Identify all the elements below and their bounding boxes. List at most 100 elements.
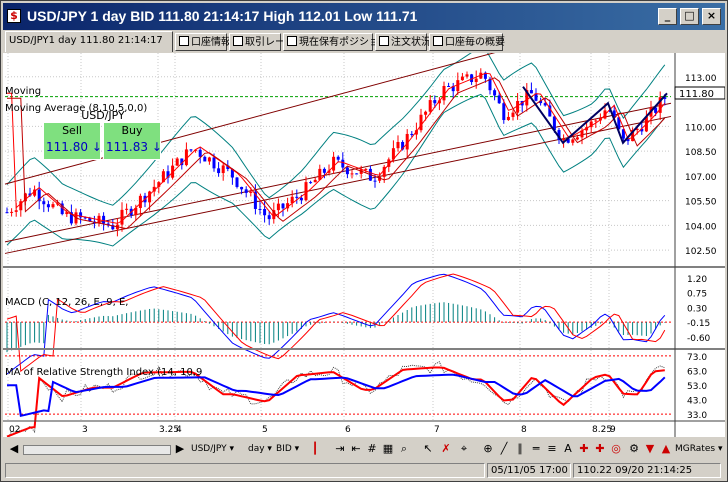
candle-body <box>295 196 299 198</box>
candle-body <box>180 158 184 166</box>
grid-icon[interactable]: # <box>367 442 377 455</box>
rsi-axis: 73.0 63.0 53.0 43.0 33.0 <box>687 353 707 421</box>
tab-chart[interactable]: USD/JPY1 day 111.80 21:14:17 <box>5 31 173 52</box>
scrollbar-track[interactable] <box>23 445 171 455</box>
tab-positions[interactable]: 現在保有ポジション <box>283 33 389 51</box>
candle-body <box>83 217 87 219</box>
macd-axis: 1.20 0.75 0.30 -0.15 -0.60 <box>687 275 711 344</box>
candle-body <box>424 111 428 115</box>
candle-body <box>37 189 41 202</box>
candle-body <box>640 128 644 132</box>
time-axis: 02 3 3.254 5 6 7 8 8.259 <box>9 425 616 435</box>
crosshair-icon[interactable]: ⌖ <box>460 442 468 455</box>
rsi-tick: 73.0 <box>687 353 707 363</box>
title-bar[interactable]: $ USD/JPY 1 day BID 111.80 21:14:17 High… <box>3 3 725 30</box>
tab-bar: USD/JPY1 day 111.80 21:14:17 口座情報 取引レート … <box>3 31 725 52</box>
settings-icon[interactable]: ⚙ <box>629 442 639 455</box>
candle-body <box>548 105 552 117</box>
candle-body <box>111 225 115 230</box>
broker-select[interactable]: MGRates ▾ <box>675 444 723 454</box>
alert-icon[interactable]: ▼ <box>645 442 655 455</box>
zoom-out-icon[interactable]: ⇥ <box>335 442 345 455</box>
sell-button[interactable]: Sell 111.80 ↓ <box>43 122 102 160</box>
candle-body <box>341 159 345 168</box>
chart-area[interactable]: 111.80 113.00 110.00 108.50 107.00 105.50 104… <box>3 28 726 441</box>
symbol-select[interactable]: USD/JPY ▾ <box>191 444 235 454</box>
current-price-label: 111.80 <box>679 89 714 100</box>
quote-panel: USD/JPY Sell 111.80 ↓ Buy 111.83 ↓ <box>43 109 163 161</box>
candle-body <box>65 212 69 215</box>
candle-body <box>148 191 152 203</box>
scroll-left-icon[interactable]: ◀ <box>9 442 19 455</box>
price-chart[interactable]: 111.80 113.00 110.00 108.50 107.00 105.50 104… <box>3 28 726 441</box>
candle-body <box>120 209 124 225</box>
channel-upper <box>4 28 584 185</box>
candle-body <box>428 100 432 112</box>
minimize-button[interactable]: _ <box>658 8 677 25</box>
price-tick: 104.00 <box>685 222 717 232</box>
candle-body <box>235 177 239 187</box>
hline-tool-icon[interactable]: ═ <box>532 442 540 455</box>
buy-button[interactable]: Buy 111.83 ↓ <box>103 122 162 160</box>
bollinger-lower <box>6 93 666 247</box>
buy-value: 111.83 <box>106 140 148 154</box>
quote-pair: USD/JPY <box>81 109 125 122</box>
candle-body <box>221 165 225 174</box>
candle-body <box>33 189 37 196</box>
candle-body <box>212 157 216 169</box>
price-tick: 105.50 <box>685 198 717 208</box>
candlestick-icon[interactable]: ┃ <box>311 442 319 455</box>
table-icon[interactable]: ▦ <box>382 442 394 455</box>
candle-body <box>304 182 308 201</box>
candle-body <box>138 195 142 208</box>
zoom-in-icon[interactable]: ⇤ <box>351 442 361 455</box>
candle-body <box>465 74 469 77</box>
text-tool-icon[interactable]: A <box>564 442 572 455</box>
price-type-select[interactable]: BID ▾ <box>276 444 300 454</box>
marker-icon[interactable]: ✚ <box>579 442 589 455</box>
rsi-raw-line <box>6 361 665 441</box>
candle-body <box>562 138 566 140</box>
tab-account-summary[interactable]: 口座毎の概要 <box>429 33 505 51</box>
candle-body <box>635 128 639 130</box>
candle-body <box>336 156 340 160</box>
zoom-icon[interactable]: ⊕ <box>483 442 493 455</box>
candle-body <box>488 78 492 91</box>
price-tick: 110.00 <box>685 123 717 133</box>
candle-body <box>594 120 598 122</box>
candle-body <box>240 186 244 190</box>
fib-tool-icon[interactable]: ≡ <box>547 442 557 455</box>
candle-body <box>405 133 409 150</box>
tab-rates[interactable]: 取引レート <box>229 33 295 51</box>
ma-label-1: Moving <box>5 86 41 97</box>
candle-body <box>194 149 198 151</box>
sell-price: 111.80 ↓ <box>46 140 102 154</box>
scroll-right-icon[interactable]: ▶ <box>175 442 185 455</box>
candle-body <box>350 173 354 175</box>
tab-label: 注文状況 <box>391 37 431 48</box>
close-button[interactable]: × <box>702 8 721 25</box>
tab-orders[interactable]: 注文状況 <box>375 33 431 51</box>
maximize-button[interactable]: □ <box>680 8 699 25</box>
buy-price: 111.83 ↓ <box>106 140 162 154</box>
line-tool-icon[interactable]: ╱ <box>500 442 508 455</box>
period-select[interactable]: day ▾ <box>248 444 272 454</box>
marker-2-icon[interactable]: ✚ <box>595 442 605 455</box>
candle-body <box>198 149 202 157</box>
tab-account-info[interactable]: 口座情報 <box>175 33 231 51</box>
candle-body <box>253 191 257 209</box>
channel-tool-icon[interactable]: ∥ <box>517 442 523 455</box>
rsi-ma-line <box>6 366 665 438</box>
cursor-icon[interactable]: ↖ <box>423 442 433 455</box>
alert-up-icon[interactable]: ▲ <box>661 442 671 455</box>
search-icon[interactable]: ⌕ <box>400 442 408 455</box>
candle-body <box>580 130 584 138</box>
candle-body <box>460 76 464 81</box>
candle-body <box>543 103 547 106</box>
candle-body <box>249 191 253 193</box>
price-tick: 108.50 <box>685 148 717 158</box>
target-icon[interactable]: ◎ <box>611 442 621 455</box>
candle-body <box>571 139 575 143</box>
delete-icon[interactable]: ✗ <box>441 442 451 455</box>
